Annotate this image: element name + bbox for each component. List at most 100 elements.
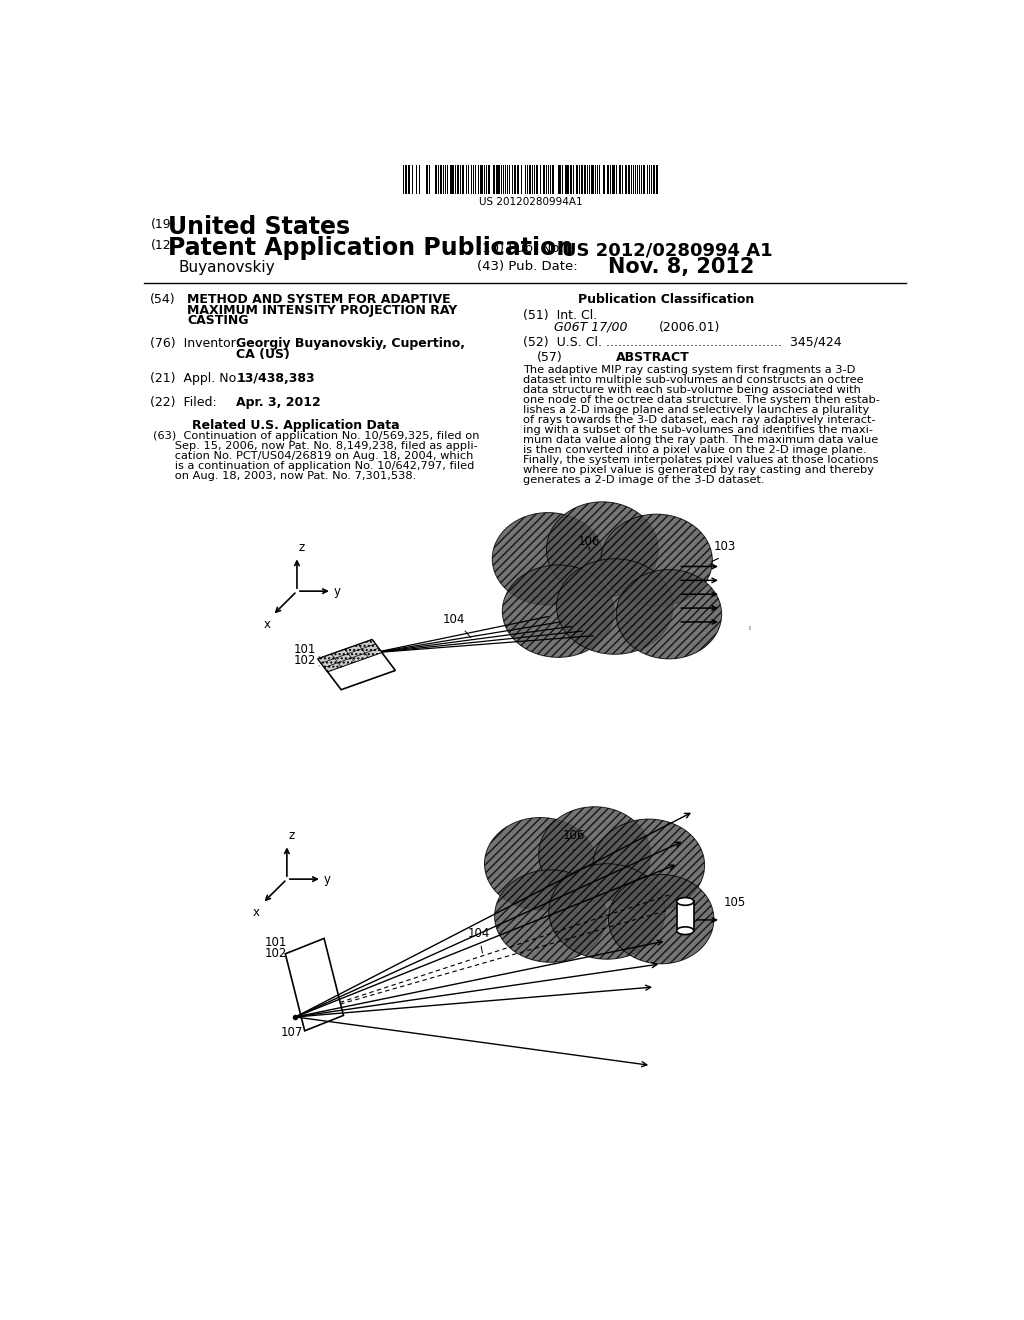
Bar (505, 165, 506, 194)
Text: cation No. PCT/US04/26819 on Aug. 18, 2004, which: cation No. PCT/US04/26819 on Aug. 18, 20… (153, 451, 473, 461)
Ellipse shape (557, 558, 673, 655)
Text: United States: United States (168, 215, 350, 239)
Bar (550, 165, 551, 194)
Bar (540, 165, 541, 194)
Text: 105: 105 (723, 896, 745, 908)
Text: Nov. 8, 2012: Nov. 8, 2012 (608, 257, 755, 277)
Bar (637, 165, 638, 194)
Ellipse shape (677, 898, 693, 906)
Text: (54): (54) (150, 293, 175, 306)
Text: The adaptive MIP ray casting system first fragments a 3-D: The adaptive MIP ray casting system firs… (523, 364, 856, 375)
Polygon shape (286, 939, 343, 1031)
Bar (612, 165, 614, 194)
Bar (629, 165, 630, 194)
Bar (584, 165, 586, 194)
Text: of rays towards the 3-D dataset, each ray adaptively interact-: of rays towards the 3-D dataset, each ra… (523, 414, 876, 425)
Bar (409, 165, 411, 194)
Bar (480, 165, 482, 194)
Text: METHOD AND SYSTEM FOR ADAPTIVE: METHOD AND SYSTEM FOR ADAPTIVE (187, 293, 451, 306)
Bar (552, 165, 554, 194)
Bar (512, 165, 513, 194)
Bar (463, 165, 464, 194)
Text: 102: 102 (264, 946, 287, 960)
Text: x: x (263, 618, 270, 631)
Bar (453, 165, 454, 194)
Text: Georgiy Buyanovskiy, Cupertino,: Georgiy Buyanovskiy, Cupertino, (237, 337, 466, 350)
Text: Sep. 15, 2006, now Pat. No. 8,149,238, filed as appli-: Sep. 15, 2006, now Pat. No. 8,149,238, f… (153, 441, 477, 451)
Bar (558, 165, 560, 194)
Ellipse shape (495, 870, 606, 962)
Text: ': ' (748, 624, 752, 639)
Bar (579, 165, 580, 194)
Bar (450, 165, 452, 194)
Bar (626, 165, 628, 194)
Bar (643, 165, 645, 194)
Text: generates a 2-D image of the 3-D dataset.: generates a 2-D image of the 3-D dataset… (523, 475, 765, 484)
Text: CASTING: CASTING (187, 314, 249, 327)
Bar (529, 165, 530, 194)
Text: Apr. 3, 2012: Apr. 3, 2012 (237, 396, 322, 409)
Ellipse shape (493, 512, 604, 605)
Text: one node of the octree data structure. The system then estab-: one node of the octree data structure. T… (523, 395, 880, 405)
Text: mum data value along the ray path. The maximum data value: mum data value along the ray path. The m… (523, 434, 879, 445)
Bar (460, 165, 461, 194)
Bar (641, 165, 642, 194)
Text: (76)  Inventor:: (76) Inventor: (150, 337, 240, 350)
Bar (567, 165, 568, 194)
Bar (603, 165, 604, 194)
Bar (434, 165, 437, 194)
Ellipse shape (601, 513, 713, 607)
Bar (587, 165, 589, 194)
Text: MAXIMUM INTENSITY PROJECTION RAY: MAXIMUM INTENSITY PROJECTION RAY (187, 304, 457, 317)
Text: 106: 106 (562, 829, 585, 842)
Text: 104: 104 (468, 928, 490, 940)
Bar (429, 165, 430, 194)
Bar (485, 165, 487, 194)
Text: Finally, the system interpolates pixel values at those locations: Finally, the system interpolates pixel v… (523, 455, 879, 465)
Text: 103: 103 (714, 540, 736, 553)
Bar (652, 165, 655, 194)
Bar (570, 165, 572, 194)
Bar (607, 165, 609, 194)
Bar (501, 165, 503, 194)
Bar (499, 165, 500, 194)
Text: 104: 104 (442, 612, 465, 626)
Text: Patent Application Publication: Patent Application Publication (168, 236, 573, 260)
Bar (631, 165, 632, 194)
Bar (677, 902, 693, 931)
Polygon shape (317, 640, 382, 672)
Text: y: y (334, 585, 341, 598)
Text: x: x (253, 906, 260, 919)
Bar (537, 165, 539, 194)
Text: (51)  Int. Cl.: (51) Int. Cl. (523, 309, 597, 322)
Bar (618, 165, 621, 194)
Ellipse shape (484, 817, 596, 909)
Text: (63)  Continuation of application No. 10/569,325, filed on: (63) Continuation of application No. 10/… (153, 430, 479, 441)
Text: CA (US): CA (US) (237, 348, 291, 360)
Bar (440, 165, 442, 194)
Text: G06T 17/00: G06T 17/00 (554, 321, 628, 334)
Bar (437, 165, 438, 194)
Text: US 2012/0280994 A1: US 2012/0280994 A1 (562, 242, 773, 260)
Bar (419, 165, 420, 194)
Ellipse shape (539, 807, 650, 903)
Bar (656, 165, 657, 194)
Bar (575, 165, 578, 194)
Polygon shape (317, 640, 395, 689)
Text: z: z (299, 541, 305, 554)
Text: 101: 101 (294, 643, 316, 656)
Text: 102: 102 (294, 653, 316, 667)
Bar (543, 165, 545, 194)
Bar (416, 165, 417, 194)
Ellipse shape (593, 818, 705, 911)
Bar (548, 165, 549, 194)
Bar (406, 165, 407, 194)
Text: Buyanovskiy: Buyanovskiy (178, 260, 275, 275)
Text: (52)  U.S. Cl. ............................................  345/424: (52) U.S. Cl. ..........................… (523, 335, 842, 348)
Bar (564, 165, 566, 194)
Bar (412, 165, 413, 194)
Text: where no pixel value is generated by ray casting and thereby: where no pixel value is generated by ray… (523, 465, 874, 475)
Ellipse shape (549, 863, 665, 960)
Text: 107: 107 (281, 1026, 303, 1039)
Text: (43) Pub. Date:: (43) Pub. Date: (477, 260, 578, 273)
